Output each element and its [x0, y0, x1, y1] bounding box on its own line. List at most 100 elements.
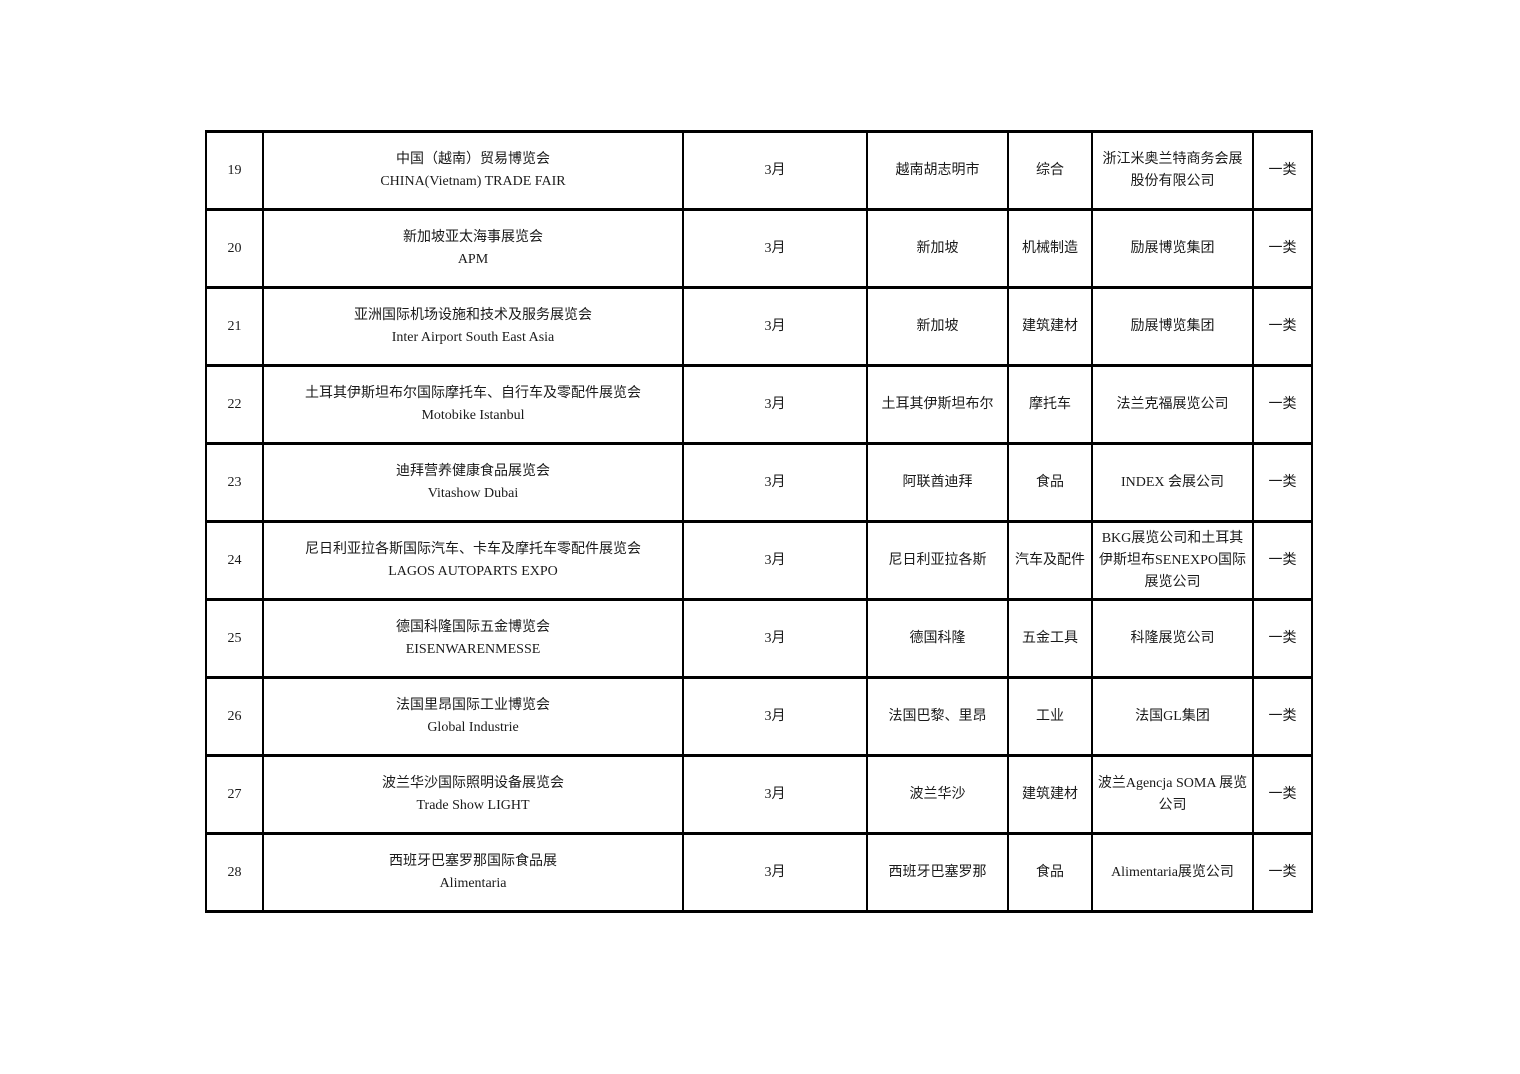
cell-row-number: 22 [205, 364, 264, 445]
exhibition-name-cn: 尼日利亚拉各斯国际汽车、卡车及摩托车零配件展览会 [305, 541, 641, 557]
cell-organizer: 波兰Agencja SOMA 展览公司 [1091, 754, 1254, 835]
exhibition-name-en: Motobike Istanbul [421, 407, 525, 423]
exhibition-table: 19 中国（越南）贸易博览会 CHINA(Vietnam) TRADE FAIR… [205, 130, 1313, 913]
exhibition-name-cn: 新加坡亚太海事展览会 [403, 229, 543, 245]
table-row: 26 法国里昂国际工业博览会 Global Industrie 3月 法国巴黎、… [205, 676, 1313, 757]
cell-month: 3月 [682, 364, 868, 445]
table-row: 23 迪拜营养健康食品展览会 Vitashow Dubai 3月 阿联酋迪拜 食… [205, 442, 1313, 523]
cell-organizer: 励展博览集团 [1091, 208, 1254, 289]
cell-month: 3月 [682, 208, 868, 289]
exhibition-name-cn: 土耳其伊斯坦布尔国际摩托车、自行车及零配件展览会 [305, 385, 641, 401]
cell-row-number: 25 [205, 598, 264, 679]
exhibition-name-en: Alimentaria [439, 875, 507, 891]
cell-organizer: Alimentaria展览公司 [1091, 832, 1254, 913]
cell-exhibition-name: 中国（越南）贸易博览会 CHINA(Vietnam) TRADE FAIR [262, 130, 684, 211]
cell-class: 一类 [1252, 832, 1313, 913]
table-row: 28 西班牙巴塞罗那国际食品展 Alimentaria 3月 西班牙巴塞罗那 食… [205, 832, 1313, 913]
exhibition-name-en: EISENWARENMESSE [405, 641, 541, 657]
exhibition-name-en: Trade Show LIGHT [416, 797, 530, 813]
cell-category: 综合 [1007, 130, 1093, 211]
cell-class: 一类 [1252, 754, 1313, 835]
cell-exhibition-name: 新加坡亚太海事展览会 APM [262, 208, 684, 289]
exhibition-name-cn: 西班牙巴塞罗那国际食品展 [389, 853, 557, 869]
exhibition-name-cn: 波兰华沙国际照明设备展览会 [382, 775, 564, 791]
table-row: 22 土耳其伊斯坦布尔国际摩托车、自行车及零配件展览会 Motobike Ist… [205, 364, 1313, 445]
cell-row-number: 24 [205, 520, 264, 601]
cell-organizer: 励展博览集团 [1091, 286, 1254, 367]
cell-category: 摩托车 [1007, 364, 1093, 445]
table-row: 20 新加坡亚太海事展览会 APM 3月 新加坡 机械制造 励展博览集团 一类 [205, 208, 1313, 289]
cell-organizer: BKG展览公司和土耳其伊斯坦布SENEXPO国际展览公司 [1091, 520, 1254, 601]
exhibition-name-cn: 亚洲国际机场设施和技术及服务展览会 [354, 307, 592, 323]
table-row: 25 德国科隆国际五金博览会 EISENWARENMESSE 3月 德国科隆 五… [205, 598, 1313, 679]
cell-organizer: 法国GL集团 [1091, 676, 1254, 757]
cell-exhibition-name: 亚洲国际机场设施和技术及服务展览会 Inter Airport South Ea… [262, 286, 684, 367]
cell-row-number: 27 [205, 754, 264, 835]
exhibition-name-en: Vitashow Dubai [427, 485, 519, 501]
cell-location: 尼日利亚拉各斯 [866, 520, 1009, 601]
cell-month: 3月 [682, 676, 868, 757]
cell-exhibition-name: 西班牙巴塞罗那国际食品展 Alimentaria [262, 832, 684, 913]
cell-class: 一类 [1252, 676, 1313, 757]
exhibition-name-en: CHINA(Vietnam) TRADE FAIR [380, 173, 566, 189]
cell-location: 新加坡 [866, 208, 1009, 289]
cell-category: 汽车及配件 [1007, 520, 1093, 601]
cell-month: 3月 [682, 832, 868, 913]
exhibition-name-en: APM [457, 251, 489, 267]
cell-category: 机械制造 [1007, 208, 1093, 289]
table-row: 19 中国（越南）贸易博览会 CHINA(Vietnam) TRADE FAIR… [205, 130, 1313, 211]
exhibition-name-cn: 法国里昂国际工业博览会 [396, 697, 550, 713]
table-row: 21 亚洲国际机场设施和技术及服务展览会 Inter Airport South… [205, 286, 1313, 367]
cell-exhibition-name: 德国科隆国际五金博览会 EISENWARENMESSE [262, 598, 684, 679]
cell-category: 五金工具 [1007, 598, 1093, 679]
cell-organizer: 法兰克福展览公司 [1091, 364, 1254, 445]
exhibition-name-cn: 迪拜营养健康食品展览会 [396, 463, 550, 479]
cell-row-number: 20 [205, 208, 264, 289]
cell-month: 3月 [682, 598, 868, 679]
cell-month: 3月 [682, 442, 868, 523]
cell-row-number: 28 [205, 832, 264, 913]
cell-row-number: 23 [205, 442, 264, 523]
cell-location: 西班牙巴塞罗那 [866, 832, 1009, 913]
table-row: 27 波兰华沙国际照明设备展览会 Trade Show LIGHT 3月 波兰华… [205, 754, 1313, 835]
cell-location: 越南胡志明市 [866, 130, 1009, 211]
cell-location: 阿联酋迪拜 [866, 442, 1009, 523]
cell-row-number: 26 [205, 676, 264, 757]
cell-month: 3月 [682, 520, 868, 601]
cell-category: 食品 [1007, 442, 1093, 523]
exhibition-name-cn: 德国科隆国际五金博览会 [396, 619, 550, 635]
cell-category: 食品 [1007, 832, 1093, 913]
cell-class: 一类 [1252, 520, 1313, 601]
exhibition-name-en: Global Industrie [427, 719, 519, 735]
cell-row-number: 19 [205, 130, 264, 211]
cell-category: 建筑建材 [1007, 286, 1093, 367]
cell-exhibition-name: 土耳其伊斯坦布尔国际摩托车、自行车及零配件展览会 Motobike Istanb… [262, 364, 684, 445]
cell-organizer: 浙江米奥兰特商务会展股份有限公司 [1091, 130, 1254, 211]
cell-class: 一类 [1252, 286, 1313, 367]
table-row: 24 尼日利亚拉各斯国际汽车、卡车及摩托车零配件展览会 LAGOS AUTOPA… [205, 520, 1313, 601]
cell-location: 新加坡 [866, 286, 1009, 367]
cell-month: 3月 [682, 286, 868, 367]
cell-month: 3月 [682, 754, 868, 835]
cell-location: 土耳其伊斯坦布尔 [866, 364, 1009, 445]
cell-organizer: 科隆展览公司 [1091, 598, 1254, 679]
cell-month: 3月 [682, 130, 868, 211]
cell-class: 一类 [1252, 208, 1313, 289]
cell-location: 波兰华沙 [866, 754, 1009, 835]
cell-organizer: INDEX 会展公司 [1091, 442, 1254, 523]
cell-category: 工业 [1007, 676, 1093, 757]
cell-location: 法国巴黎、里昂 [866, 676, 1009, 757]
cell-row-number: 21 [205, 286, 264, 367]
exhibition-name-cn: 中国（越南）贸易博览会 [396, 151, 550, 167]
cell-class: 一类 [1252, 598, 1313, 679]
exhibition-name-en: LAGOS AUTOPARTS EXPO [388, 563, 558, 579]
cell-exhibition-name: 尼日利亚拉各斯国际汽车、卡车及摩托车零配件展览会 LAGOS AUTOPARTS… [262, 520, 684, 601]
cell-class: 一类 [1252, 442, 1313, 523]
cell-location: 德国科隆 [866, 598, 1009, 679]
cell-class: 一类 [1252, 130, 1313, 211]
cell-exhibition-name: 迪拜营养健康食品展览会 Vitashow Dubai [262, 442, 684, 523]
cell-category: 建筑建材 [1007, 754, 1093, 835]
cell-class: 一类 [1252, 364, 1313, 445]
exhibition-name-en: Inter Airport South East Asia [391, 329, 555, 345]
